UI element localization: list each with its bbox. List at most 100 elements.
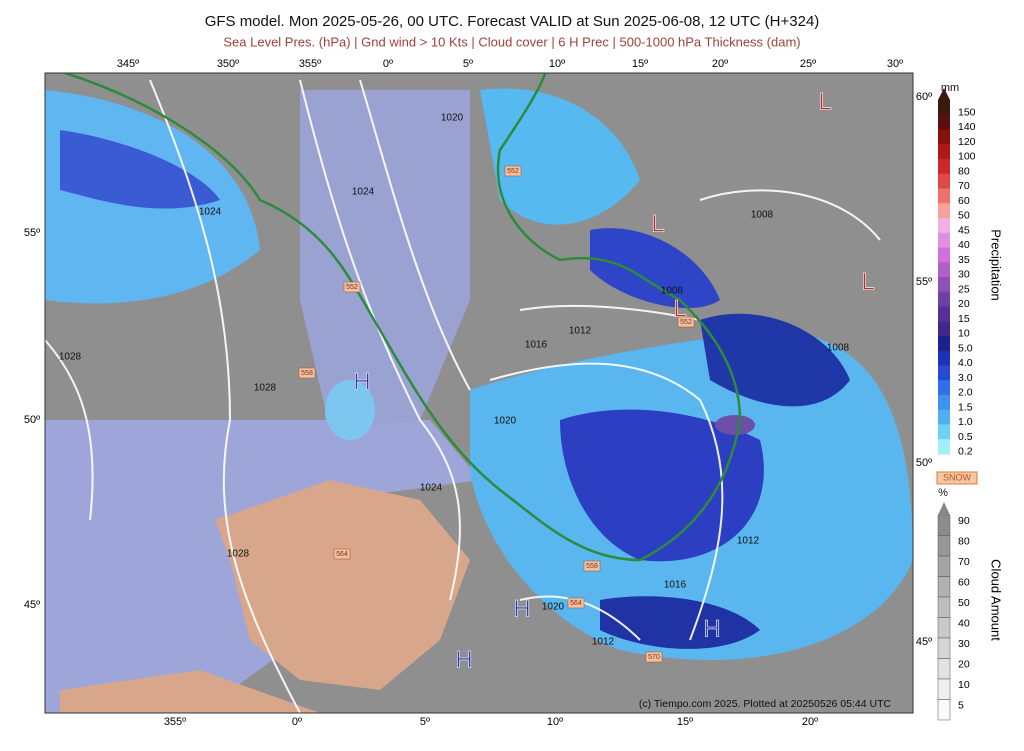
thickness-box (504, 165, 522, 177)
precip-level: 20 (958, 298, 970, 310)
precip-level: 4.0 (958, 357, 973, 369)
thickness-label: 564 (570, 600, 582, 607)
isobar-label: 1008 (661, 286, 684, 297)
precip-level: 1.5 (958, 401, 973, 413)
map-labels: 345º 350º 355º 0º 5º 10º 15º 20º 25º 30º 355º 0º 5º 1… (24, 58, 932, 728)
precip-level: 40 (958, 239, 970, 251)
precip-level: 10 (958, 328, 970, 340)
cloud-level: 10 (958, 679, 970, 691)
isobar-label: 1016 (525, 340, 548, 351)
pressure-center: L (651, 210, 664, 237)
thickness-box (677, 316, 695, 328)
precip-swatch (938, 380, 950, 396)
map-frame (44, 72, 914, 714)
credit: (c) Tiempo.com 2025. Plotted at 20250526… (639, 698, 892, 710)
cloud-level: 60 (958, 576, 970, 588)
precip-level: 25 (958, 283, 970, 295)
precip-swatch (938, 159, 950, 175)
precip-level: 140 (958, 121, 976, 133)
thickness-box (583, 560, 601, 572)
longitude-label: 0º (292, 716, 302, 728)
cloud-cap (938, 502, 950, 515)
precip-swatch (938, 114, 950, 130)
thickness-line (64, 73, 742, 562)
precip-level: 0.2 (958, 446, 973, 458)
isobar-label: 1028 (227, 549, 250, 560)
cloud-level: 5 (958, 699, 964, 711)
cloud-swatch (937, 576, 951, 598)
latitude-label: 45º (916, 636, 932, 648)
precip (700, 313, 850, 407)
land (215, 480, 470, 690)
precip-swatch (938, 336, 950, 352)
precip (715, 415, 755, 435)
isobar-label: 1012 (737, 536, 760, 547)
precip-swatch (938, 277, 950, 293)
cloud-swatch (937, 637, 951, 659)
cloud-unit: % (938, 487, 948, 499)
cloud-swatch (937, 699, 951, 721)
thickness-label: 558 (586, 563, 598, 570)
precip-swatch (938, 395, 950, 411)
cloud-title: Cloud Amount (989, 559, 1004, 641)
precip-level: 120 (958, 136, 976, 148)
isobar-label: 1020 (441, 113, 464, 124)
land (60, 670, 320, 713)
precip-level: 1.0 (958, 416, 973, 428)
thickness-box (333, 548, 351, 560)
precip-level: 30 (958, 269, 970, 281)
longitude-label: 10º (547, 716, 563, 728)
pressure-center: H (455, 646, 472, 673)
precip (590, 228, 720, 309)
thickness-label: 552 (507, 168, 519, 175)
cloud-precip (480, 88, 640, 225)
isobar-label: 1024 (352, 187, 375, 198)
precip-level: 45 (958, 224, 970, 236)
isobar-label: 1016 (664, 580, 687, 591)
isobar-label: 1028 (254, 383, 277, 394)
thickness-label: 570 (648, 654, 660, 661)
precip-swatch (938, 203, 950, 219)
thickness-label: 558 (301, 370, 313, 377)
precip-swatch (938, 247, 950, 263)
cloud-level: 20 (958, 658, 970, 670)
precip-swatch (938, 218, 950, 234)
longitude-label: 0º (383, 58, 393, 70)
precip-level: 5.0 (958, 342, 973, 354)
colorbars: 150 140 120 100 80 70 60 50 45 40 35 30 25 20 15 10 5.0 4… (937, 88, 976, 721)
precip-swatch (938, 321, 950, 337)
latitude-label: 55º (24, 227, 40, 239)
isobar-label: 1012 (569, 326, 592, 337)
cloud-level: 80 (958, 535, 970, 547)
thickness-box (298, 367, 316, 379)
precip-swatch (938, 409, 950, 425)
longitude-label: 25º (800, 58, 816, 70)
longitude-label: 15º (632, 58, 648, 70)
precip-swatch (938, 424, 950, 440)
isobar-label: 1020 (542, 602, 565, 613)
longitude-label: 355º (164, 716, 186, 728)
cloud-level: 90 (958, 515, 970, 527)
cloud-swatch (937, 596, 951, 618)
latitude-label: 45º (24, 599, 40, 611)
precip-level: 80 (958, 165, 970, 177)
precip-swatch (938, 350, 950, 366)
precip-swatch (938, 129, 950, 145)
isobar-label: 1024 (420, 483, 443, 494)
thickness-box (567, 597, 585, 609)
precip-level: 50 (958, 210, 970, 222)
pressure-center: L (673, 295, 686, 322)
precip-level: 150 (958, 106, 976, 118)
snow-label: SNOW (943, 472, 972, 482)
precip-cap (938, 88, 950, 100)
precip-level: 100 (958, 151, 976, 163)
thickness-label: 552 (680, 319, 692, 326)
title: GFS model. Mon 2025-05-26, 00 UTC. Forec… (205, 13, 820, 30)
cloud-level: 30 (958, 638, 970, 650)
precip-swatch (938, 439, 950, 455)
precip-level: 15 (958, 313, 970, 325)
longitude-label: 30º (887, 58, 903, 70)
precip-level: 3.0 (958, 372, 973, 384)
cloud-level: 50 (958, 597, 970, 609)
